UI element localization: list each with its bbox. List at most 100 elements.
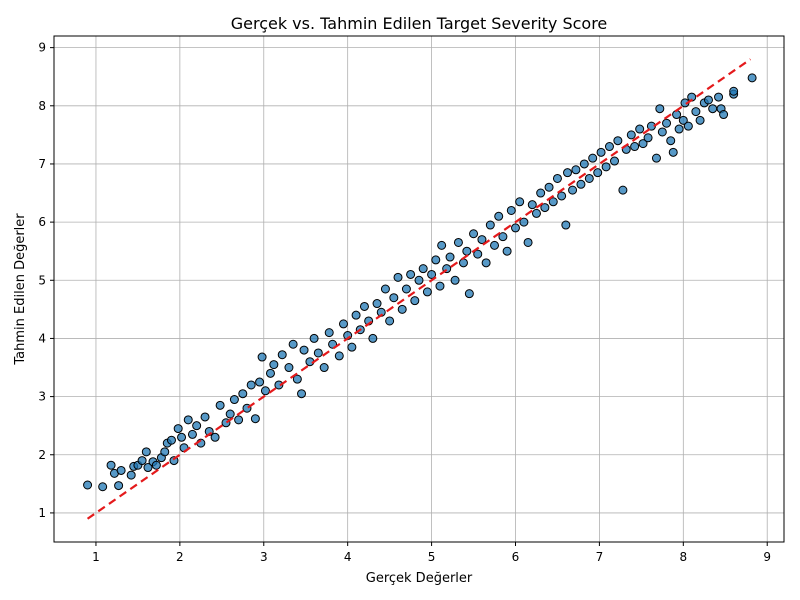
data-point [519, 217, 529, 227]
reference-line [86, 58, 752, 520]
data-point [126, 470, 136, 480]
data-point [626, 130, 636, 140]
data-point [453, 237, 463, 247]
data-point [552, 173, 562, 183]
data-point [561, 220, 571, 230]
data-point [593, 168, 603, 178]
data-point [269, 360, 279, 370]
data-point [579, 159, 589, 169]
data-point [613, 136, 623, 146]
y-tick-label: 1 [38, 506, 46, 520]
x-tick-label: 9 [763, 550, 771, 564]
data-point [406, 269, 416, 279]
data-point [385, 316, 395, 326]
data-point [531, 208, 541, 218]
data-point [548, 197, 558, 207]
data-point [380, 284, 390, 294]
data-point [604, 142, 614, 152]
data-point [215, 400, 225, 410]
data-point [490, 240, 500, 250]
data-point [274, 380, 284, 390]
data-point [510, 223, 520, 233]
data-point [183, 415, 193, 425]
data-point [401, 284, 411, 294]
data-point [477, 235, 487, 245]
data-point [246, 380, 256, 390]
data-point [255, 377, 265, 387]
y-tick-label: 9 [38, 41, 46, 55]
data-point [414, 275, 424, 285]
data-point [397, 304, 407, 314]
data-point [557, 191, 567, 201]
data-point [714, 92, 724, 102]
y-axis-label: Tahmin Edilen Değerler [13, 213, 28, 366]
data-point [458, 258, 468, 268]
data-point [601, 162, 611, 172]
data-point [515, 197, 525, 207]
data-point [418, 264, 428, 274]
data-point [238, 389, 248, 399]
data-point [422, 287, 432, 297]
data-point [143, 463, 153, 473]
data-point [462, 246, 472, 256]
data-point [351, 310, 361, 320]
y-tick-label: 5 [38, 273, 46, 287]
chart-title: Gerçek vs. Tahmin Edilen Target Severity… [231, 14, 608, 33]
data-point [643, 133, 653, 143]
data-point [265, 368, 275, 378]
data-point [372, 299, 382, 309]
data-point [668, 147, 678, 157]
data-point [297, 389, 307, 399]
data-point [657, 127, 667, 137]
data-point [234, 415, 244, 425]
y-axis-ticks: 1 2 3 4 5 6 7 8 9 [38, 41, 54, 520]
data-point [137, 456, 147, 466]
x-tick-label: 2 [176, 550, 184, 564]
y-tick-label: 6 [38, 215, 46, 229]
x-axis-label: Gerçek Değerler [366, 571, 473, 586]
data-point [177, 432, 187, 442]
data-point [83, 480, 93, 490]
data-point [485, 220, 495, 230]
data-point [98, 482, 108, 492]
data-point [106, 460, 116, 470]
data-point [393, 272, 403, 282]
data-point [210, 432, 220, 442]
data-point [292, 374, 302, 384]
x-tick-label: 6 [512, 550, 520, 564]
data-point [571, 165, 581, 175]
data-point [250, 414, 260, 424]
data-point [299, 345, 309, 355]
data-point [160, 447, 170, 457]
data-point [596, 147, 606, 157]
data-point [638, 139, 648, 149]
data-point [116, 465, 126, 475]
data-point [610, 156, 620, 166]
data-point [187, 429, 197, 439]
data-point [674, 124, 684, 134]
data-point [588, 153, 598, 163]
data-point [173, 424, 183, 434]
data-point [540, 203, 550, 213]
data-point [691, 107, 701, 117]
data-point [678, 115, 688, 125]
data-point [334, 351, 344, 361]
data-point [563, 168, 573, 178]
data-point [729, 86, 739, 96]
data-point [368, 333, 378, 343]
data-point [584, 173, 594, 183]
data-point [288, 339, 298, 349]
data-point [257, 352, 267, 362]
data-points [83, 73, 757, 492]
data-point [576, 179, 586, 189]
plot-frame [53, 35, 785, 543]
data-point [324, 328, 334, 338]
data-point [389, 293, 399, 303]
data-point [437, 240, 447, 250]
data-point [277, 350, 287, 360]
data-point [473, 249, 483, 259]
data-point [502, 246, 512, 256]
data-point [359, 301, 369, 311]
data-point [747, 73, 757, 83]
